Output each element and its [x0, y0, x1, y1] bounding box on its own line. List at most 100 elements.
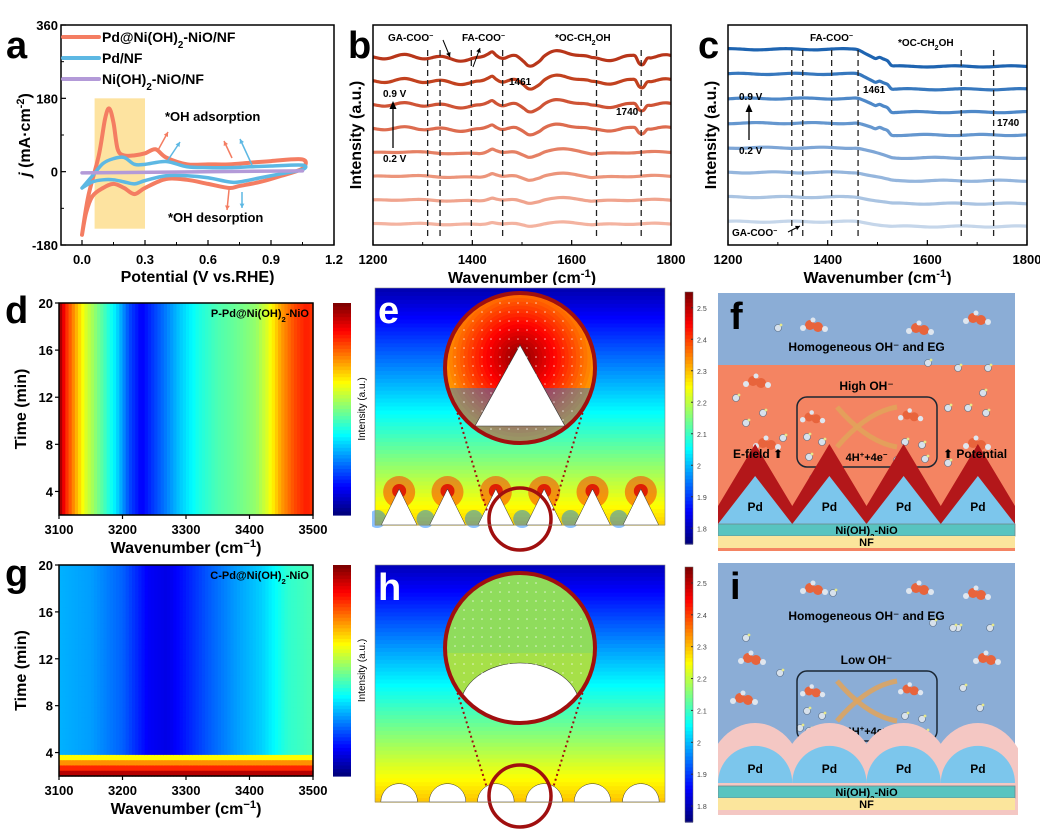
heat-cell — [224, 770, 228, 777]
heat-cell — [243, 580, 247, 587]
heat-cell — [189, 675, 193, 682]
heat-cell — [303, 770, 308, 777]
heat-cell — [135, 644, 139, 650]
plot-frame — [374, 564, 666, 803]
vector-dot — [472, 672, 474, 674]
heat-cell — [243, 675, 247, 682]
heat-cell — [100, 612, 105, 619]
heat-cell — [214, 691, 219, 698]
heat-cell — [81, 612, 85, 619]
heat-cell — [309, 675, 314, 682]
heat-cell — [192, 623, 197, 629]
heat-cell — [81, 744, 85, 751]
heat-cell — [306, 303, 311, 515]
heat-cell — [274, 601, 279, 608]
heat-cell — [97, 696, 101, 703]
heat-cell — [147, 760, 152, 767]
heat-cell — [208, 628, 212, 635]
colorbar-cell — [333, 401, 351, 407]
heat-cell — [100, 733, 105, 740]
field-row — [375, 493, 665, 498]
heat-cell — [170, 644, 174, 650]
heat-cell — [284, 659, 289, 666]
heat-cell — [106, 691, 111, 698]
heat-cell — [303, 739, 308, 745]
heat-cell — [227, 744, 232, 751]
heat-cell — [65, 707, 70, 714]
heat-cell — [287, 749, 292, 756]
heat-cell — [246, 696, 251, 703]
heat-cell — [132, 628, 136, 635]
heat-cell — [157, 702, 162, 709]
heat-cell — [208, 733, 212, 740]
colorbar-cell — [333, 348, 351, 354]
heat-cell — [151, 707, 155, 714]
heat-cell — [259, 649, 263, 656]
heat-cell — [233, 628, 238, 635]
heat-cell — [284, 728, 289, 735]
heat-cell — [217, 575, 222, 582]
heat-cell — [97, 633, 101, 640]
heat-cell — [290, 712, 295, 719]
heat-cell — [217, 586, 222, 592]
arrow-head-5 — [239, 203, 245, 208]
heat-cell — [103, 570, 108, 577]
heat-cell — [132, 723, 136, 730]
heat-cell — [59, 744, 63, 751]
heat-cell — [265, 596, 270, 603]
heat-cell — [141, 744, 146, 751]
heat-cell — [186, 765, 190, 772]
heat-cell — [220, 644, 225, 650]
heat-cell — [309, 628, 314, 635]
panel-letter-g: g — [5, 553, 28, 595]
heat-cell — [306, 770, 311, 777]
heat-cell — [208, 591, 212, 598]
heat-cell — [112, 723, 117, 730]
vector-dot — [553, 383, 555, 385]
heat-cell — [119, 686, 124, 693]
heat-cell — [233, 665, 238, 672]
heat-cell — [259, 596, 263, 603]
heat-cell — [90, 654, 95, 661]
heat-cell — [141, 623, 146, 629]
oh-ion — [982, 409, 990, 417]
oh-ion — [803, 707, 811, 715]
heat-cell — [87, 723, 92, 730]
oh-ion — [805, 453, 813, 461]
heat-cell — [274, 754, 279, 761]
colorbar-cell — [685, 490, 693, 495]
heat-cell — [119, 754, 124, 761]
heat-cell — [236, 728, 241, 735]
y-axis-label: Time (min) — [13, 369, 30, 450]
heat-cell — [278, 638, 282, 645]
field-row — [375, 453, 665, 459]
heat-cell — [208, 744, 212, 751]
heat-cell — [62, 649, 66, 656]
heat-cell — [163, 665, 168, 672]
heat-cell — [233, 654, 238, 661]
heat-cell — [281, 644, 286, 650]
heat-cell — [243, 739, 247, 745]
heat-cell — [252, 765, 257, 772]
heat-cell — [236, 765, 241, 772]
heat-cell — [205, 675, 209, 682]
heat-cell — [154, 733, 159, 740]
heat-cell — [268, 770, 273, 777]
heat-cell — [138, 702, 143, 709]
colorbar-cell — [685, 621, 693, 626]
heat-cell — [236, 633, 241, 640]
heat-cell — [97, 644, 101, 650]
heat-cell — [62, 770, 66, 777]
oh-concentration-label: High OH⁻ — [839, 379, 893, 393]
eg-hydrogen — [765, 382, 771, 388]
heat-cell — [176, 638, 181, 645]
heat-cell — [166, 723, 171, 730]
heat-cell — [220, 760, 225, 767]
vector-dot — [508, 654, 510, 656]
heat-cell — [214, 749, 219, 756]
heat-cell — [230, 707, 235, 714]
heat-cell — [297, 596, 301, 603]
heat-cell — [192, 681, 197, 687]
x-tick-label: 1800 — [1013, 252, 1040, 267]
heat-cell — [281, 601, 286, 608]
